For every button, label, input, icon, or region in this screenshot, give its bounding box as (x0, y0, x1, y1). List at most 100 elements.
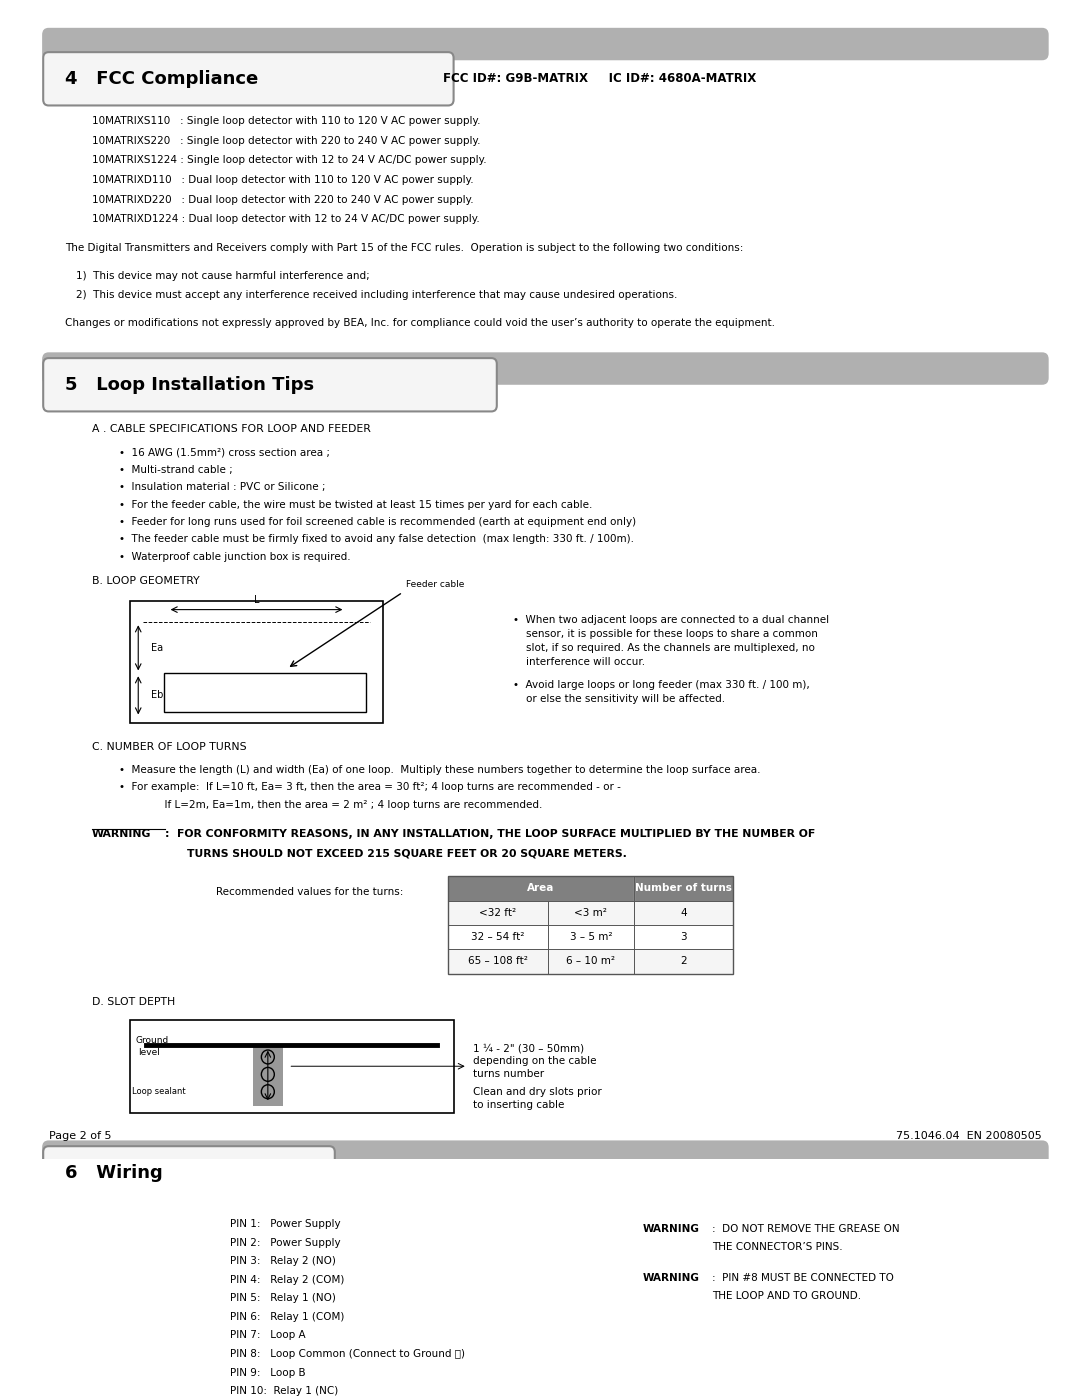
Text: WARNING: WARNING (643, 1224, 700, 1234)
Text: PIN 8:   Loop Common (Connect to Ground ⏟): PIN 8: Loop Common (Connect to Ground ⏟) (230, 1350, 465, 1359)
Circle shape (104, 1248, 114, 1260)
Text: :  FOR CONFORMITY REASONS, IN ANY INSTALLATION, THE LOOP SURFACE MULTIPLIED BY T: : FOR CONFORMITY REASONS, IN ANY INSTALL… (165, 828, 815, 838)
Text: FCC ID#: G9B-MATRIX     IC ID#: 4680A-MATRIX: FCC ID#: G9B-MATRIX IC ID#: 4680A-MATRIX (443, 73, 756, 85)
Text: •  Feeder for long runs used for foil screened cable is recommended (earth at eq: • Feeder for long runs used for foil scr… (119, 517, 636, 527)
Circle shape (114, 1236, 125, 1249)
Text: WARNING: WARNING (92, 828, 151, 838)
Text: PIN 10:  Relay 1 (NC): PIN 10: Relay 1 (NC) (230, 1386, 338, 1396)
Text: THE LOOP AND TO GROUND.: THE LOOP AND TO GROUND. (712, 1291, 861, 1301)
Text: 10MATRIXS1224 : Single loop detector with 12 to 24 V AC/DC power supply.: 10MATRIXS1224 : Single loop detector wit… (92, 155, 486, 165)
Text: A . CABLE SPECIFICATIONS FOR LOOP AND FEEDER: A . CABLE SPECIFICATIONS FOR LOOP AND FE… (92, 425, 370, 434)
Text: 75.1046.04  EN 20080505: 75.1046.04 EN 20080505 (896, 1132, 1042, 1141)
Text: 1 ¼ - 2" (30 – 50mm)
depending on the cable
turns number: 1 ¼ - 2" (30 – 50mm) depending on the ca… (473, 1044, 596, 1080)
Text: Number of turns: Number of turns (635, 883, 732, 893)
Text: •  Avoid large loops or long feeder (max 330 ft. / 100 m),
    or else the sensi: • Avoid large loops or long feeder (max … (513, 680, 810, 704)
Bar (448, 876, 733, 974)
Text: 1)  This device may not cause harmful interference and;: 1) This device may not cause harmful int… (76, 271, 369, 281)
Text: 6 – 10 m²: 6 – 10 m² (566, 957, 616, 967)
Text: •  For the feeder cable, the wire must be twisted at least 15 times per yard for: • For the feeder cable, the wire must be… (119, 500, 592, 510)
Bar (448, 925, 733, 949)
Text: PIN 2:   Power Supply: PIN 2: Power Supply (230, 1238, 340, 1248)
Text: Loop sealant: Loop sealant (132, 1087, 186, 1097)
Bar (130, 1020, 454, 1112)
Text: Page 2 of 5: Page 2 of 5 (49, 1132, 111, 1141)
Circle shape (154, 1248, 165, 1260)
Text: C. NUMBER OF LOOP TURNS: C. NUMBER OF LOOP TURNS (92, 742, 246, 752)
Text: 10MATRIXS110   : Single loop detector with 110 to 120 V AC power supply.: 10MATRIXS110 : Single loop detector with… (92, 116, 481, 126)
Text: D. SLOT DEPTH: D. SLOT DEPTH (92, 996, 175, 1007)
Text: 10MATRIXD220   : Dual loop detector with 220 to 240 V AC power supply.: 10MATRIXD220 : Dual loop detector with 2… (92, 194, 473, 205)
Text: 3 – 5 m²: 3 – 5 m² (569, 932, 612, 942)
FancyBboxPatch shape (57, 1210, 212, 1330)
Text: Eb: Eb (151, 690, 163, 700)
Text: Ea: Ea (151, 643, 163, 652)
Circle shape (114, 1291, 125, 1302)
Text: Area: Area (527, 883, 555, 893)
Text: PIN 1:   Power Supply: PIN 1: Power Supply (230, 1220, 340, 1229)
Text: 2: 2 (680, 957, 687, 967)
Text: Recommended values for the turns:: Recommended values for the turns: (216, 887, 403, 897)
Circle shape (104, 1280, 114, 1291)
Text: 32 – 54 ft²: 32 – 54 ft² (471, 932, 525, 942)
FancyBboxPatch shape (43, 358, 497, 412)
Text: L: L (254, 595, 259, 605)
Text: If L=2m, Ea=1m, then the area = 2 m² ; 4 loop turns are recommended.: If L=2m, Ea=1m, then the area = 2 m² ; 4… (119, 799, 542, 810)
FancyBboxPatch shape (42, 1140, 1049, 1173)
Text: •  Waterproof cable junction box is required.: • Waterproof cable junction box is requi… (119, 552, 350, 562)
Text: WARNING: WARNING (643, 1273, 700, 1282)
Circle shape (144, 1291, 154, 1302)
Text: PIN 9:   Loop B: PIN 9: Loop B (230, 1368, 306, 1377)
Bar (253, 1045, 283, 1105)
Text: •  The feeder cable must be firmly fixed to avoid any false detection  (max leng: • The feeder cable must be firmly fixed … (119, 534, 634, 545)
Text: THE CONNECTOR’S PINS.: THE CONNECTOR’S PINS. (712, 1242, 842, 1252)
Text: 3: 3 (680, 932, 687, 942)
Text: Feeder cable: Feeder cable (406, 580, 464, 588)
Text: <32 ft²: <32 ft² (480, 908, 516, 918)
Circle shape (130, 1232, 140, 1245)
Text: PIN 6:   Relay 1 (COM): PIN 6: Relay 1 (COM) (230, 1312, 345, 1322)
Text: PIN 7:   Loop A: PIN 7: Loop A (230, 1330, 306, 1341)
Text: :  PIN #8 MUST BE CONNECTED TO: : PIN #8 MUST BE CONNECTED TO (712, 1273, 893, 1282)
Text: 10MATRIXD1224 : Dual loop detector with 12 to 24 V AC/DC power supply.: 10MATRIXD1224 : Dual loop detector with … (92, 214, 480, 225)
Text: •  Measure the length (L) and width (Ea) of one loop.  Multiply these numbers to: • Measure the length (L) and width (Ea) … (119, 766, 760, 775)
Text: •  Multi-strand cable ;: • Multi-strand cable ; (119, 465, 232, 475)
Text: Clean and dry slots prior
to inserting cable: Clean and dry slots prior to inserting c… (473, 1087, 602, 1111)
Text: Ground: Ground (135, 1037, 168, 1045)
Circle shape (84, 1217, 184, 1323)
Text: <3 m²: <3 m² (575, 908, 607, 918)
FancyBboxPatch shape (42, 352, 1049, 384)
Text: B. LOOP GEOMETRY: B. LOOP GEOMETRY (92, 576, 200, 585)
Bar (448, 901, 733, 925)
Circle shape (99, 1231, 171, 1308)
Bar (448, 949, 733, 974)
FancyBboxPatch shape (43, 1146, 335, 1200)
Bar (448, 876, 733, 901)
Text: Changes or modifications not expressly approved by BEA, Inc. for compliance coul: Changes or modifications not expressly a… (65, 317, 774, 327)
Text: 4: 4 (680, 908, 687, 918)
Text: •  Insulation material : PVC or Silicone ;: • Insulation material : PVC or Silicone … (119, 482, 325, 492)
Text: PIN 4:   Relay 2 (COM): PIN 4: Relay 2 (COM) (230, 1275, 345, 1285)
Text: level: level (138, 1048, 160, 1056)
Circle shape (99, 1264, 111, 1275)
FancyBboxPatch shape (42, 28, 1049, 60)
Circle shape (144, 1236, 154, 1249)
Text: 5   Loop Installation Tips: 5 Loop Installation Tips (65, 376, 314, 394)
Text: 10MATRIXD110   : Dual loop detector with 110 to 120 V AC power supply.: 10MATRIXD110 : Dual loop detector with 1… (92, 175, 473, 184)
Circle shape (154, 1280, 165, 1291)
Text: •  16 AWG (1.5mm²) cross section area ;: • 16 AWG (1.5mm²) cross section area ; (119, 447, 329, 457)
Circle shape (158, 1264, 170, 1275)
Text: 10MATRIXS220   : Single loop detector with 220 to 240 V AC power supply.: 10MATRIXS220 : Single loop detector with… (92, 136, 481, 145)
Bar (130, 602, 383, 724)
Text: 4   FCC Compliance: 4 FCC Compliance (65, 70, 258, 88)
Text: PIN 5:   Relay 1 (NO): PIN 5: Relay 1 (NO) (230, 1294, 336, 1303)
Text: 65 – 108 ft²: 65 – 108 ft² (468, 957, 528, 967)
Text: •  When two adjacent loops are connected to a dual channel
    sensor, it is pos: • When two adjacent loops are connected … (513, 616, 829, 668)
Text: :  DO NOT REMOVE THE GREASE ON: : DO NOT REMOVE THE GREASE ON (712, 1224, 900, 1234)
Text: 6   Wiring: 6 Wiring (65, 1164, 163, 1182)
Text: •  For example:  If L=10 ft, Ea= 3 ft, then the area = 30 ft²; 4 loop turns are : • For example: If L=10 ft, Ea= 3 ft, the… (119, 782, 621, 792)
FancyBboxPatch shape (43, 52, 454, 105)
Circle shape (130, 1295, 140, 1306)
Text: PIN 3:   Relay 2 (NO): PIN 3: Relay 2 (NO) (230, 1256, 336, 1266)
Text: The Digital Transmitters and Receivers comply with Part 15 of the FCC rules.  Op: The Digital Transmitters and Receivers c… (65, 243, 743, 253)
Bar (164, 673, 366, 711)
